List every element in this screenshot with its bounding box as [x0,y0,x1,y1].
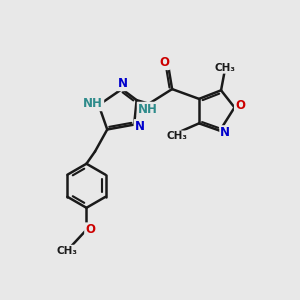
Text: CH₃: CH₃ [214,63,235,73]
Text: N: N [135,120,145,133]
Text: N: N [117,77,128,90]
Text: NH: NH [83,97,103,110]
Text: CH₃: CH₃ [56,246,77,256]
Text: O: O [85,223,95,236]
Text: CH₃: CH₃ [167,131,188,141]
Text: NH: NH [138,103,158,116]
Text: O: O [235,99,245,112]
Text: N: N [220,126,230,139]
Text: O: O [159,56,169,69]
